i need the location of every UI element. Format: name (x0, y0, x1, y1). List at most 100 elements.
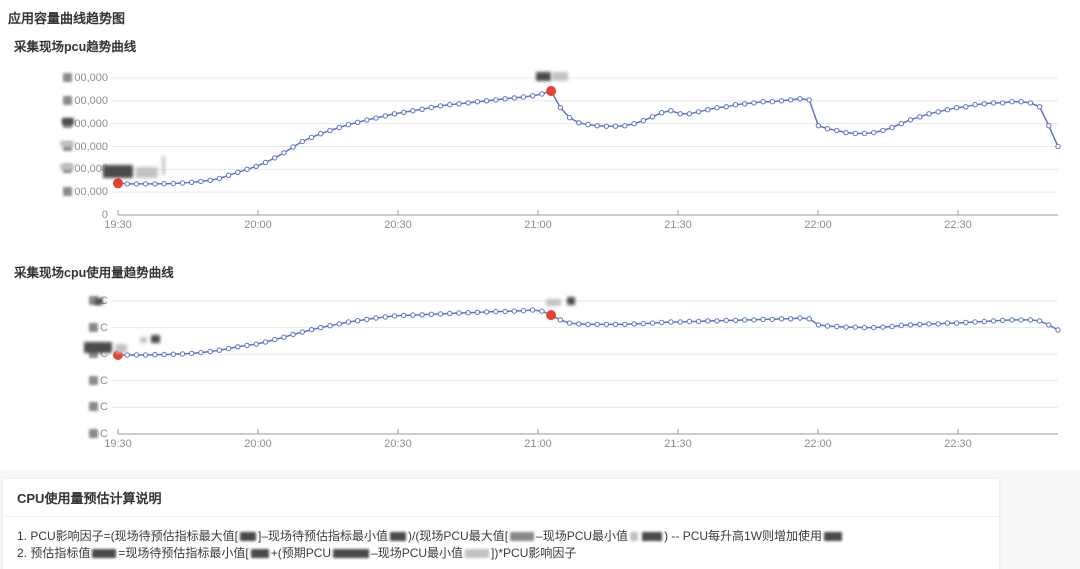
data-point-marker (1000, 317, 1006, 324)
data-point-marker (225, 172, 232, 179)
y-axis-tick-label: C (20, 401, 108, 413)
redaction-mark (250, 549, 269, 558)
data-point-marker (594, 321, 600, 328)
redaction-mark (60, 164, 74, 170)
data-point-marker (327, 127, 333, 134)
redaction-mark (60, 141, 74, 147)
data-point-marker (631, 321, 637, 327)
redacted-axis-digit (89, 375, 99, 385)
cpu-estimate-explanation-panel: CPU使用量预估计算说明 1. PCU影响因子=(现场待预估指标最大值[]–现场… (2, 478, 1000, 569)
redaction-mark (103, 165, 133, 178)
data-point-marker (742, 101, 748, 107)
data-point-marker (732, 317, 739, 324)
data-point-marker (170, 180, 177, 187)
data-point-marker (963, 104, 969, 110)
data-point-marker (797, 315, 803, 321)
data-point-marker (603, 321, 610, 328)
redaction-mark (333, 549, 370, 558)
data-point-marker (907, 117, 914, 123)
data-point-marker (1046, 123, 1052, 129)
data-point-marker (935, 109, 941, 115)
data-point-marker (530, 93, 536, 99)
x-axis-tick-label: 22:30 (944, 438, 972, 450)
data-point-marker (1055, 143, 1061, 150)
x-axis-tick-label: 21:00 (524, 219, 552, 231)
series-line (118, 309, 1059, 356)
data-point-marker (336, 124, 342, 131)
data-point-marker (336, 321, 342, 327)
data-point-marker (290, 144, 296, 150)
x-axis-tick-label: 21:30 (664, 438, 692, 450)
data-point-marker (456, 101, 462, 107)
data-point-marker (889, 323, 895, 330)
data-point-marker (198, 178, 204, 185)
data-point-marker (926, 111, 932, 117)
data-point-marker (972, 102, 978, 108)
data-point-marker (511, 95, 517, 101)
x-axis-tick-label: 22:00 (804, 219, 832, 231)
data-point-marker (659, 110, 665, 116)
data-point-marker (539, 308, 545, 314)
data-point-marker (373, 115, 379, 121)
data-point-marker (806, 97, 812, 103)
page-title: 应用容量曲线趋势图 (8, 11, 126, 26)
data-point-marker (410, 108, 416, 114)
data-point-marker (1009, 99, 1015, 105)
data-point-marker (612, 123, 619, 129)
x-axis-tick-label: 19:30 (104, 219, 132, 231)
data-point-marker (981, 318, 987, 325)
x-axis-tick-label: 19:30 (104, 438, 132, 450)
data-point-marker (170, 351, 177, 357)
data-point-marker (742, 317, 748, 323)
data-point-marker (990, 318, 997, 324)
data-point-marker (1027, 100, 1034, 106)
data-point-marker (603, 123, 610, 129)
data-point-marker (640, 118, 646, 124)
data-point-marker (917, 321, 923, 328)
data-point-marker (871, 324, 877, 331)
data-point-marker (401, 312, 407, 319)
data-point-marker (806, 316, 812, 322)
redaction-mark (140, 337, 147, 343)
data-point-marker (622, 321, 628, 328)
x-axis-tick-label: 20:00 (244, 219, 272, 231)
data-point-marker (419, 106, 425, 113)
redacted-axis-digit (89, 429, 99, 438)
data-point-marker (428, 311, 434, 317)
data-point-marker (179, 351, 186, 357)
data-point-marker (290, 331, 296, 338)
data-point-marker (318, 131, 324, 137)
data-point-marker (530, 307, 536, 313)
data-point-marker (834, 323, 840, 330)
data-point-marker (179, 180, 186, 186)
data-point-marker (493, 97, 499, 103)
data-point-marker (354, 318, 361, 324)
data-point-marker (880, 127, 886, 134)
redaction-mark (546, 299, 561, 306)
data-point-marker (493, 308, 499, 315)
data-point-marker (631, 121, 637, 127)
data-point-marker (576, 120, 582, 126)
data-point-marker (585, 121, 591, 128)
redaction-mark (151, 335, 160, 343)
data-point-marker (732, 102, 739, 108)
data-point-marker (244, 166, 250, 173)
redaction-mark (824, 532, 843, 541)
data-point-marker (898, 322, 904, 329)
data-point-marker (253, 341, 259, 347)
data-point-marker (686, 111, 693, 117)
data-point-marker (410, 312, 416, 318)
data-point-marker (557, 317, 564, 323)
data-point-marker (161, 351, 167, 358)
redacted-axis-digit (63, 73, 73, 82)
data-point-marker (695, 318, 702, 325)
data-point-marker (235, 344, 241, 350)
formula-line: 1. PCU影响因子=(现场待预估指标最大值[]–现场待预估指标最小值)/(现场… (17, 528, 985, 545)
pcu-chart-title: 采集现场pcu趋势曲线 (14, 40, 137, 54)
data-point-marker (437, 311, 444, 317)
data-point-marker (437, 103, 444, 109)
data-point-marker (465, 310, 471, 316)
data-point-marker (861, 130, 868, 137)
data-point-marker (714, 318, 720, 324)
